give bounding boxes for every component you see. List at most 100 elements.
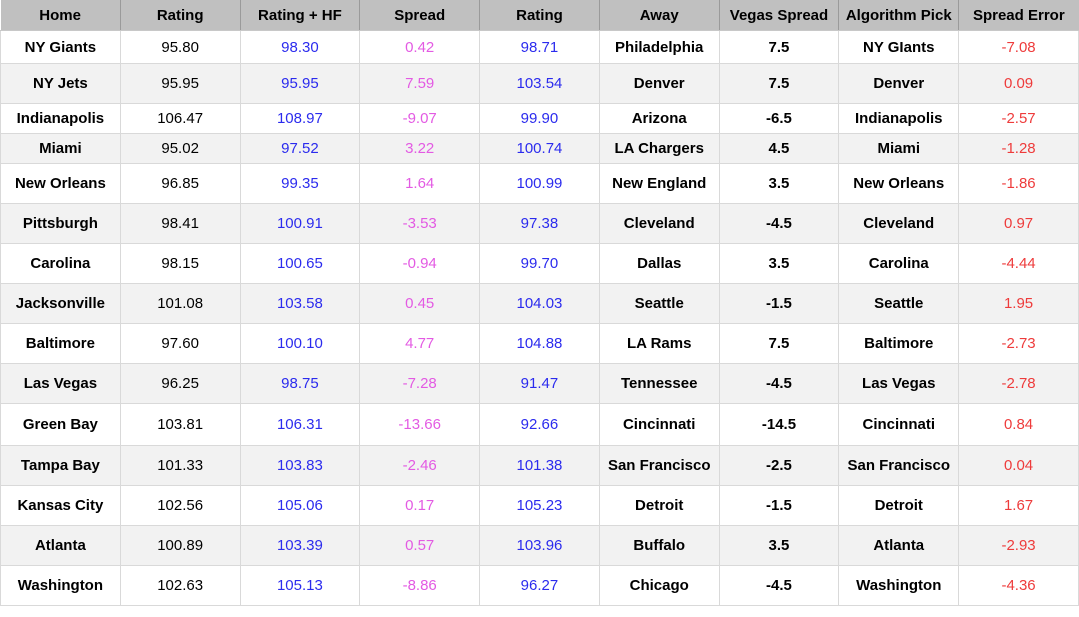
cell-rating-home: 96.85: [119, 163, 241, 204]
cell-rating-hf: 103.39: [239, 525, 361, 566]
cell-away: Dallas: [598, 243, 720, 284]
table-row: Carolina 98.15 100.65 -0.94 99.70 Dallas 3.5 Ca…: [0, 243, 1079, 284]
cell-algorithm-pick: Carolina: [838, 243, 960, 284]
cell-vegas-spread: 7.5: [718, 30, 840, 64]
cell-rating-hf: 103.83: [239, 445, 361, 486]
cell-algorithm-pick: Indianapolis: [838, 103, 960, 134]
cell-spread: 0.57: [359, 525, 481, 566]
table-row: Atlanta 100.89 103.39 0.57 103.96 Buffalo 3.5 A…: [0, 525, 1079, 566]
cell-rating-home: 103.81: [119, 403, 241, 446]
column-header-algorithm-pick: Algorithm Pick: [838, 0, 960, 31]
table-row: Indianapolis 106.47 108.97 -9.07 99.90 Arizon…: [0, 103, 1079, 134]
cell-spread: 0.42: [359, 30, 481, 64]
cell-home: NY Jets: [0, 63, 121, 104]
cell-spread-error: 0.09: [958, 63, 1079, 104]
cell-algorithm-pick: Cincinnati: [838, 403, 960, 446]
column-header-home: Home: [0, 0, 121, 31]
cell-rating-away: 97.38: [479, 203, 600, 244]
cell-spread: -2.46: [359, 445, 481, 486]
cell-away: Arizona: [598, 103, 720, 134]
cell-rating-away: 96.27: [479, 565, 600, 606]
cell-rating-home: 97.60: [119, 323, 241, 364]
cell-vegas-spread: -4.5: [718, 203, 840, 244]
table-row: Baltimore 97.60 100.10 4.77 104.88 LA Rams 7.5…: [0, 323, 1079, 364]
cell-rating-hf: 97.52: [239, 133, 361, 164]
cell-spread-error: -2.93: [958, 525, 1079, 566]
cell-algorithm-pick: Baltimore: [838, 323, 960, 364]
cell-vegas-spread: -6.5: [718, 103, 840, 134]
cell-rating-home: 95.80: [119, 30, 241, 64]
column-header-rating-away: Rating: [479, 0, 600, 31]
column-header-rating-home: Rating: [120, 0, 241, 31]
cell-home: Washington: [0, 565, 121, 606]
cell-rating-home: 96.25: [119, 363, 241, 404]
table-row: Tampa Bay 101.33 103.83 -2.46 101.38 San Fran…: [0, 445, 1079, 486]
cell-spread-error: -2.73: [958, 323, 1079, 364]
cell-rating-home: 98.41: [119, 203, 241, 244]
column-header-away: Away: [599, 0, 720, 31]
cell-rating-hf: 108.97: [239, 103, 361, 134]
cell-rating-home: 95.02: [119, 133, 241, 164]
cell-rating-away: 104.03: [479, 283, 600, 324]
cell-home: Carolina: [0, 243, 121, 284]
cell-rating-home: 102.63: [119, 565, 241, 606]
cell-rating-away: 105.23: [479, 485, 600, 526]
cell-home: Las Vegas: [0, 363, 121, 404]
cell-rating-hf: 99.35: [239, 163, 361, 204]
cell-rating-hf: 105.13: [239, 565, 361, 606]
cell-spread-error: -4.44: [958, 243, 1079, 284]
table-row: Washington 102.63 105.13 -8.86 96.27 Chicago -…: [0, 565, 1079, 606]
table-row: Jacksonville 101.08 103.58 0.45 104.03 Seattl…: [0, 283, 1079, 324]
cell-away: New England: [598, 163, 720, 204]
cell-away: Cleveland: [598, 203, 720, 244]
cell-algorithm-pick: San Francisco: [838, 445, 960, 486]
cell-spread: -3.53: [359, 203, 481, 244]
table-row: Miami 95.02 97.52 3.22 100.74 LA Chargers 4.5 M…: [0, 133, 1079, 164]
cell-rating-home: 106.47: [119, 103, 241, 134]
cell-rating-home: 100.89: [119, 525, 241, 566]
cell-home: Indianapolis: [0, 103, 121, 134]
table-header: Home Rating Rating + HF Spread Rating Aw…: [0, 0, 1079, 31]
cell-rating-hf: 98.75: [239, 363, 361, 404]
cell-spread-error: -7.08: [958, 30, 1079, 64]
cell-home: Pittsburgh: [0, 203, 121, 244]
cell-vegas-spread: 3.5: [718, 525, 840, 566]
cell-rating-away: 98.71: [479, 30, 600, 64]
cell-algorithm-pick: Washington: [838, 565, 960, 606]
cell-away: Philadelphia: [598, 30, 720, 64]
table-row: NY Giants 95.80 98.30 0.42 98.71 Philadelphia…: [0, 30, 1079, 64]
cell-spread-error: 1.67: [958, 485, 1079, 526]
cell-rating-away: 99.70: [479, 243, 600, 284]
cell-vegas-spread: 3.5: [718, 243, 840, 284]
cell-vegas-spread: -4.5: [718, 565, 840, 606]
table-row: NY Jets 95.95 95.95 7.59 103.54 Denver 7.5 Denv…: [0, 63, 1079, 104]
cell-away: Chicago: [598, 565, 720, 606]
cell-rating-away: 103.96: [479, 525, 600, 566]
table-row: Kansas City 102.56 105.06 0.17 105.23 Detroit…: [0, 485, 1079, 526]
cell-away: Detroit: [598, 485, 720, 526]
cell-rating-home: 102.56: [119, 485, 241, 526]
cell-rating-home: 98.15: [119, 243, 241, 284]
cell-spread: 0.17: [359, 485, 481, 526]
table-body: NY Giants 95.80 98.30 0.42 98.71 Philadelphia…: [0, 30, 1079, 606]
table-row: New Orleans 96.85 99.35 1.64 100.99 New Engla…: [0, 163, 1079, 204]
cell-home: Green Bay: [0, 403, 121, 446]
cell-algorithm-pick: Denver: [838, 63, 960, 104]
cell-spread-error: -1.86: [958, 163, 1079, 204]
cell-vegas-spread: 3.5: [718, 163, 840, 204]
cell-vegas-spread: 4.5: [718, 133, 840, 164]
cell-vegas-spread: 7.5: [718, 323, 840, 364]
cell-algorithm-pick: Atlanta: [838, 525, 960, 566]
cell-spread: 3.22: [359, 133, 481, 164]
cell-spread: -0.94: [359, 243, 481, 284]
cell-spread-error: 0.97: [958, 203, 1079, 244]
cell-spread-error: -1.28: [958, 133, 1079, 164]
cell-spread-error: 0.04: [958, 445, 1079, 486]
cell-spread: 4.77: [359, 323, 481, 364]
cell-rating-hf: 103.58: [239, 283, 361, 324]
cell-algorithm-pick: New Orleans: [838, 163, 960, 204]
cell-spread: -9.07: [359, 103, 481, 134]
cell-rating-home: 101.08: [119, 283, 241, 324]
cell-vegas-spread: -1.5: [718, 485, 840, 526]
